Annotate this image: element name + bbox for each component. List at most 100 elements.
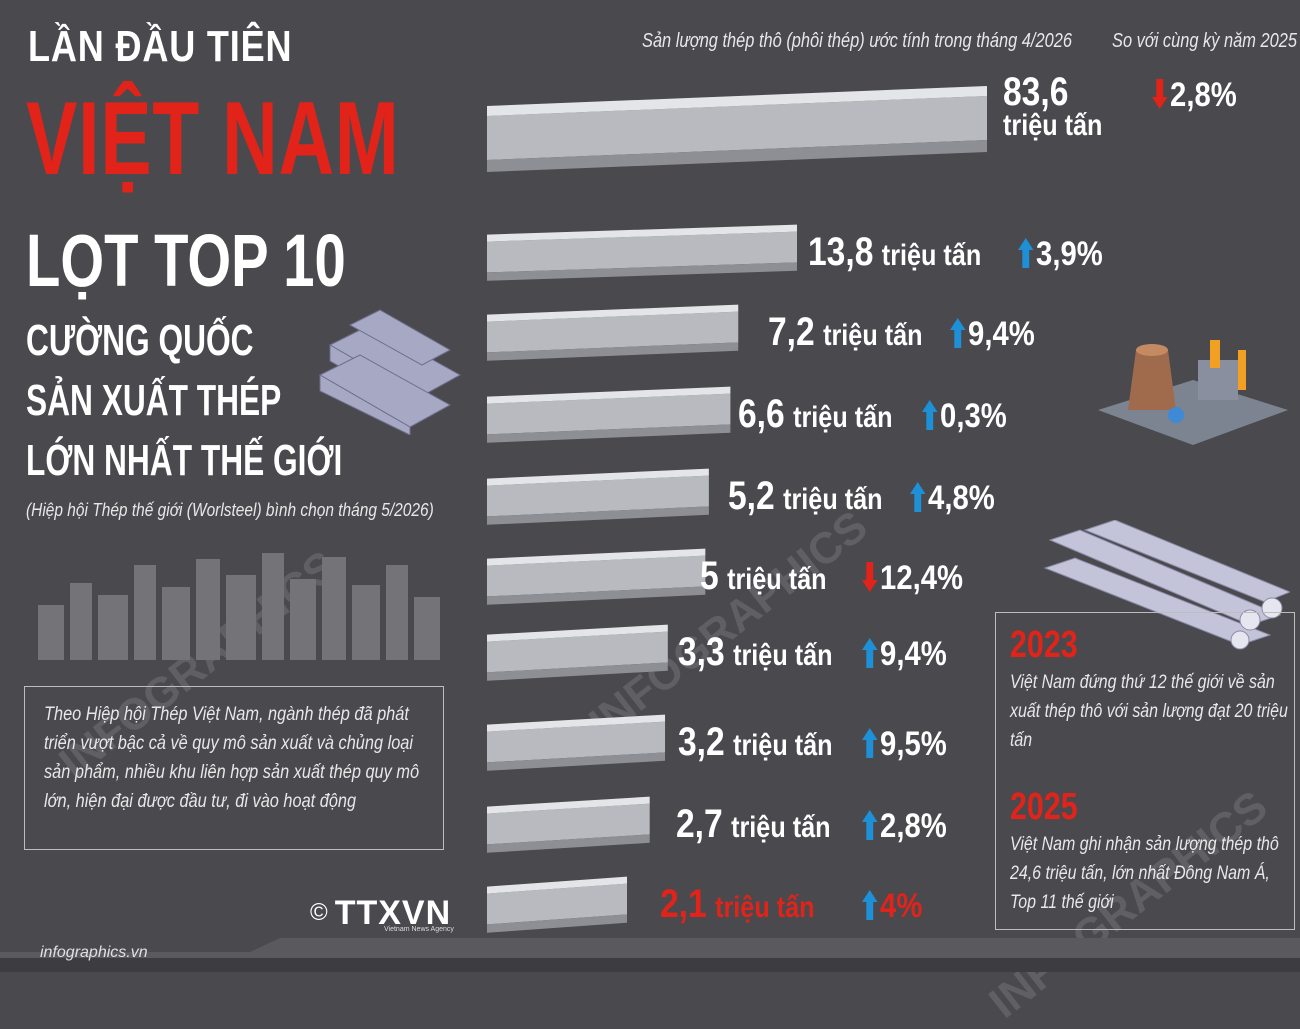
subtitle-line-3: LỚN NHẤT THẾ GIỚI <box>26 436 343 485</box>
bar-flange-top <box>487 876 627 894</box>
bar-value-label: 5,2 triệu tấn <box>728 474 883 519</box>
value-unit: triệu tấn <box>733 729 833 763</box>
bar-2 <box>487 224 797 281</box>
bar-6 <box>487 548 706 605</box>
bar-flange-bottom <box>487 506 709 525</box>
change-value: 2,8% <box>1170 76 1237 114</box>
change-value: 4% <box>880 886 923 925</box>
change-value: 12,4% <box>880 558 963 597</box>
timeline-text: Việt Nam đứng thứ 12 thế giới về sản xuấ… <box>1010 672 1288 751</box>
value-unit: triệu tấn <box>733 639 833 673</box>
bar-value-label: 7,2 triệu tấn <box>768 310 923 355</box>
bar-value-label: 6,6 triệu tấn <box>738 392 893 437</box>
change-label: 9,4% <box>862 635 947 674</box>
headline-line-1: LẦN ĐẦU TIÊN <box>28 22 293 71</box>
value-unit: triệu tấn <box>823 319 923 353</box>
bar-web <box>487 393 731 435</box>
bar-chart <box>487 86 987 933</box>
value-unit: triệu tấn <box>881 239 982 273</box>
change-label: 4% <box>862 887 922 926</box>
bar-flange-bottom <box>487 834 650 853</box>
value-number: 5,2 <box>728 474 775 519</box>
steel-beams-icon <box>318 309 462 435</box>
bar-web <box>487 631 668 673</box>
subtitle-line-1: CƯỜNG QUỐC <box>26 316 254 365</box>
value-unit: triệu tấn <box>783 483 883 517</box>
value-unit: triệu tấn <box>715 891 815 925</box>
value-number: 3,3 <box>678 630 725 675</box>
bar-9 <box>487 796 650 853</box>
headline-vietnam: VIỆT NAM <box>26 81 400 197</box>
footer-url: infographics.vn <box>40 944 148 961</box>
value-unit: triệu tấn <box>727 563 827 597</box>
change-label: 9,5% <box>862 725 947 764</box>
bar-flange-bottom <box>487 586 706 605</box>
description-box <box>24 686 444 850</box>
bar-flange-bottom <box>487 662 668 681</box>
arrow-up-icon <box>862 727 878 758</box>
value-number: 7,2 <box>768 310 815 355</box>
logo-name: TTXVN <box>334 894 452 932</box>
bar-flange-top <box>487 304 739 322</box>
change-value: 3,9% <box>1036 234 1103 273</box>
value-number: 6,6 <box>738 392 785 437</box>
value-unit: triệu tấn <box>793 401 893 435</box>
bar-flange-top <box>487 468 709 486</box>
change-value: 4,8% <box>928 478 995 517</box>
bar-flange-top <box>487 86 987 116</box>
bar-value-label: 5 triệu tấn <box>700 554 827 599</box>
bar-web <box>487 803 650 845</box>
value-number: 3,2 <box>678 720 725 765</box>
description-text: Theo Hiệp hội Thép Việt Nam, ngành thép … <box>44 704 420 812</box>
change-header: So với cùng kỳ năm 2025 <box>1112 30 1297 52</box>
bar-8 <box>487 714 666 771</box>
arrow-up-icon <box>950 317 966 348</box>
arrow-up-icon <box>910 481 926 512</box>
bar-flange-top <box>487 548 706 566</box>
bar-4 <box>487 386 731 443</box>
bar-value-label: 2,7 triệu tấn <box>676 802 831 847</box>
bar-value-label: 2,1 triệu tấn <box>660 882 815 927</box>
bar-3 <box>487 304 739 361</box>
change-label: 2,8% <box>1152 76 1237 115</box>
change-value: 9,4% <box>880 634 947 673</box>
chart-title: Sản lượng thép thô (phôi thép) ước tính … <box>642 30 1072 52</box>
value-number: 2,7 <box>676 802 723 847</box>
bar-web <box>487 883 627 925</box>
steel-pipes-icon <box>1043 520 1290 650</box>
arrow-up-icon <box>862 889 878 920</box>
value-unit: triệu tấn <box>731 811 831 845</box>
timeline-text: Việt Nam ghi nhận sản lượng thép thô 24,… <box>1010 834 1279 913</box>
bar-value-label: 83,6 triệu tấn <box>1003 70 1102 143</box>
bar-web <box>487 555 706 597</box>
change-label: 9,4% <box>950 315 1035 354</box>
arrow-up-icon <box>922 399 938 430</box>
skyline-icon <box>38 553 440 660</box>
arrow-down-icon <box>1152 79 1168 109</box>
headline-top-10: LỌT TOP 10 <box>26 219 346 302</box>
bar-flange-bottom <box>487 262 797 281</box>
bar-1 <box>487 86 987 172</box>
bar-web <box>487 231 797 273</box>
bar-flange-bottom <box>487 342 739 361</box>
bar-flange-bottom <box>487 424 731 443</box>
footer-bar <box>0 938 1300 972</box>
bar-web <box>487 311 739 353</box>
bar-flange-top <box>487 796 650 814</box>
bar-web <box>487 721 666 763</box>
value-number: 5 <box>700 554 719 599</box>
subtitle-line-2: SẢN XUẤT THÉP <box>26 376 282 425</box>
value-number: 2,1 <box>660 882 707 927</box>
copyright-symbol: © <box>310 899 329 926</box>
bar-value-label: 3,2 triệu tấn <box>678 720 833 765</box>
bar-value-label: 3,3 triệu tấn <box>678 630 833 675</box>
value-unit: triệu tấn <box>1003 109 1103 142</box>
change-label: 2,8% <box>862 807 947 846</box>
arrow-up-icon <box>862 809 878 840</box>
source-note: (Hiệp hội Thép thế giới (Worlsteel) bình… <box>26 500 434 520</box>
timeline-year: 2025 <box>1010 786 1078 828</box>
change-label: 4,8% <box>910 479 995 518</box>
arrow-down-icon <box>862 561 878 592</box>
bar-flange-bottom <box>487 752 666 771</box>
timeline-year: 2023 <box>1010 624 1078 666</box>
